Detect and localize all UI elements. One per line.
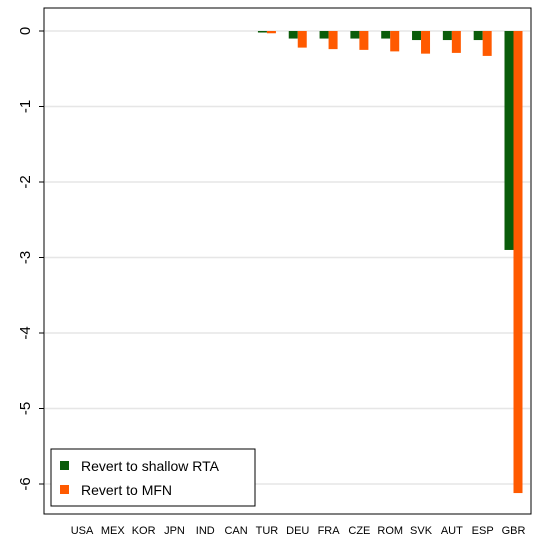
bar-mfn-esp: [482, 31, 492, 56]
bar-mfn-aut: [451, 31, 461, 53]
bar-shallow-rta-rom: [381, 31, 391, 39]
x-tick-label: SVK: [410, 525, 433, 537]
x-tick-label: ROM: [377, 525, 403, 537]
bar-mfn-svk: [421, 31, 431, 54]
x-tick-label: USA: [71, 525, 94, 537]
legend-box: [50, 448, 256, 507]
legend: Revert to shallow RTA Revert to MFN: [50, 448, 256, 507]
y-tick-label: -2: [17, 175, 34, 188]
x-tick-label: AUT: [441, 525, 463, 537]
legend-swatch-mfn: [60, 485, 69, 494]
legend-label-shallow-rta: Revert to shallow RTA: [81, 458, 220, 474]
plot-area: [43, 7, 532, 515]
bar-mfn-tur: [266, 31, 276, 34]
x-axis: USA MEX KOR JPN IND CAN TUR DEU FRA CZE ROM SVK AUT E…: [71, 525, 526, 537]
legend-swatch-shallow-rta: [60, 461, 69, 470]
x-tick-label: IND: [196, 525, 215, 537]
y-tick-label: -6: [17, 477, 34, 490]
bars: [257, 31, 523, 494]
legend-label-mfn: Revert to MFN: [81, 482, 172, 498]
x-tick-label: FRA: [318, 525, 341, 537]
bar-shallow-rta-tur: [257, 31, 267, 33]
bar-shallow-rta-esp: [473, 31, 483, 41]
bar-shallow-rta-gbr: [504, 31, 514, 250]
bar-mfn-fra: [328, 31, 338, 50]
bar-mfn-gbr: [513, 31, 523, 494]
bar-shallow-rta-fra: [319, 31, 329, 39]
bar-shallow-rta-svk: [412, 31, 422, 41]
y-tick-label: -4: [17, 326, 34, 339]
x-tick-label: CAN: [224, 525, 247, 537]
bar-mfn-cze: [359, 31, 369, 50]
bar-shallow-rta-cze: [350, 31, 360, 39]
x-tick-label: KOR: [132, 525, 156, 537]
x-tick-label: MEX: [101, 525, 126, 537]
bar-mfn-deu: [297, 31, 307, 48]
y-tick-label: -3: [17, 251, 34, 264]
y-tick-label: -1: [17, 100, 34, 113]
bar-shallow-rta-deu: [288, 31, 298, 39]
bar-mfn-rom: [390, 31, 400, 52]
x-tick-label: JPN: [164, 525, 185, 537]
y-tick-label: 0: [17, 27, 34, 35]
x-tick-label: GBR: [502, 525, 526, 537]
x-tick-label: ESP: [472, 525, 494, 537]
x-tick-label: TUR: [256, 525, 279, 537]
x-tick-label: CZE: [348, 525, 370, 537]
y-axis: 0 -1 -2 -3 -4 -5 -6: [17, 27, 44, 491]
y-tick-label: -5: [17, 402, 34, 415]
bar-shallow-rta-aut: [442, 31, 452, 41]
x-tick-label: DEU: [286, 525, 309, 537]
